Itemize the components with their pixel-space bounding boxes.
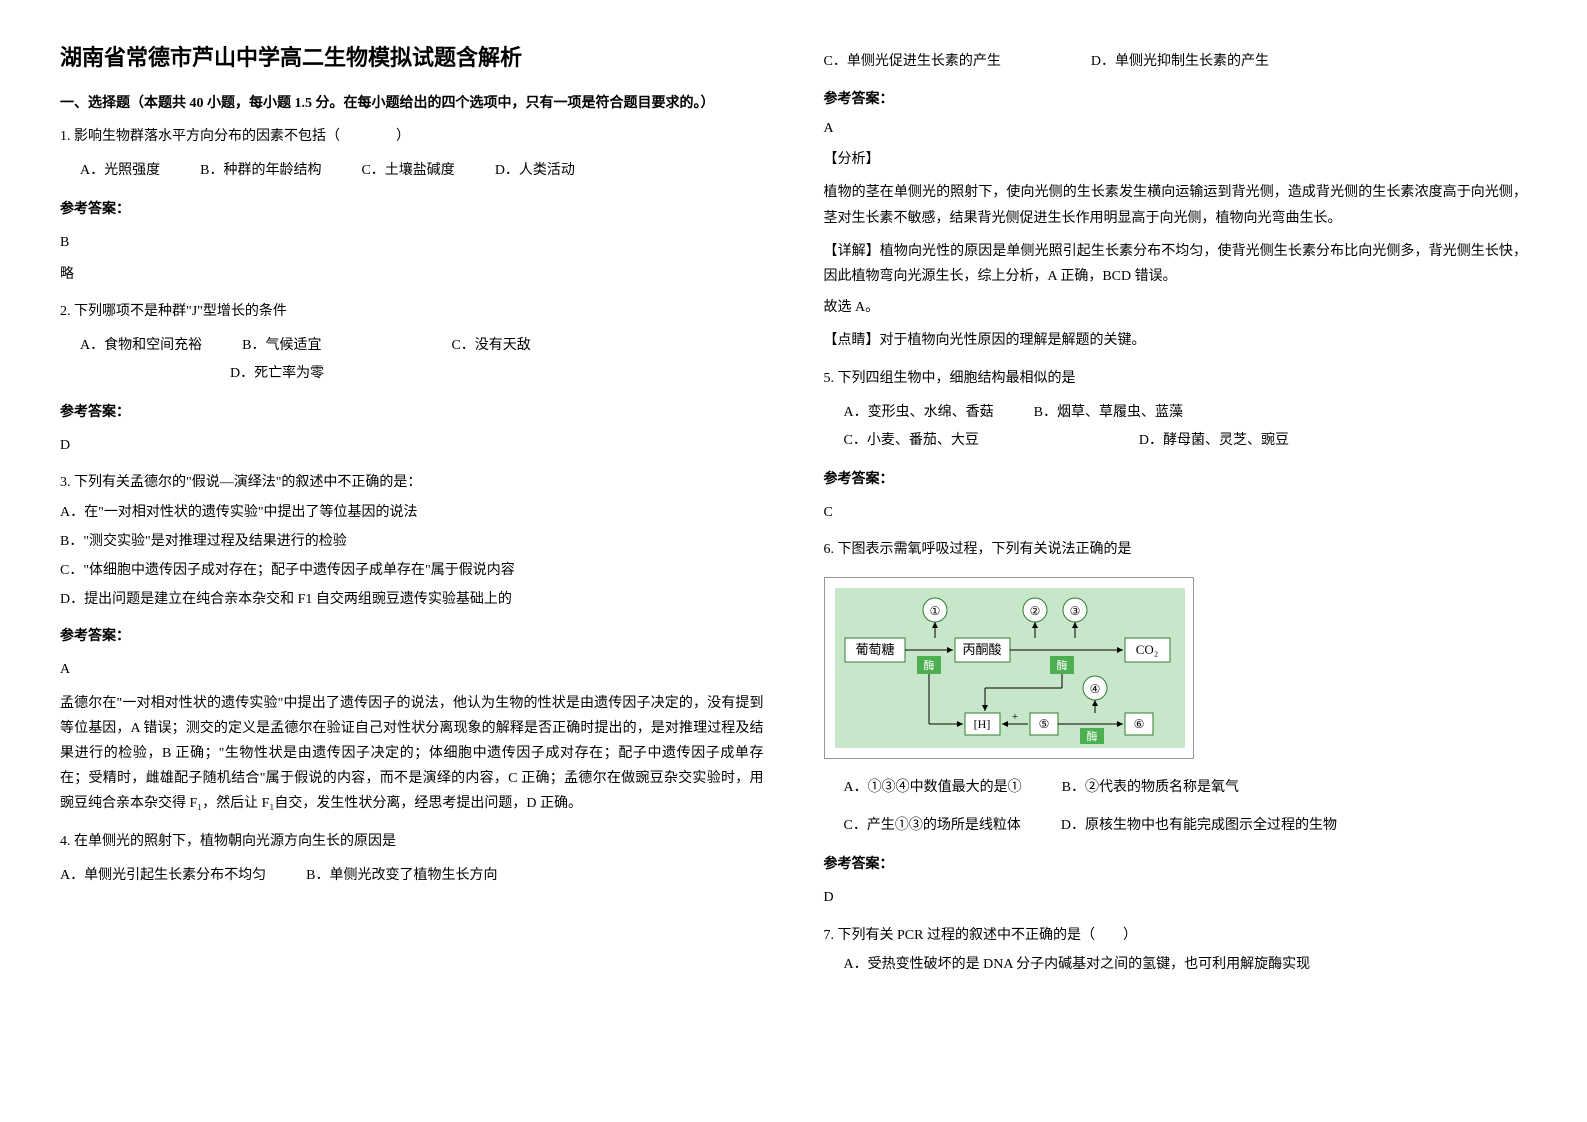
option-c: C．土壤盐碱度 bbox=[361, 157, 454, 185]
answer-value: B bbox=[60, 230, 764, 255]
options-row-2: C．产生①③的场所是线粒体 D．原核生物中也有能完成图示全过程的生物 bbox=[844, 812, 1528, 840]
question-1: 1. 影响生物群落水平方向分布的因素不包括（ ） A．光照强度 B．种群的年龄结… bbox=[60, 124, 764, 287]
h-label: [H] bbox=[973, 717, 990, 731]
option-b: B．"测交实验"是对推理过程及结果进行的检验 bbox=[60, 529, 764, 554]
document-title: 湖南省常德市芦山中学高二生物模拟试题含解析 bbox=[60, 40, 764, 72]
diagram-svg: ① ② ③ 葡萄糖 丙酮酸 CO₂ bbox=[835, 588, 1185, 748]
question-7: 7. 下列有关 PCR 过程的叙述中不正确的是（ ） A．受热变性破坏的是 DN… bbox=[824, 923, 1528, 977]
option-d: D．原核生物中也有能完成图示全过程的生物 bbox=[1061, 812, 1337, 840]
options: A．①③④中数值最大的是① B．②代表的物质名称是氧气 C．产生①③的场所是线粒… bbox=[824, 774, 1528, 840]
options-row-1: A．变形虫、水绵、香菇 B．烟草、草履虫、蓝藻 bbox=[844, 399, 1528, 427]
option-d: D．酵母菌、灵芝、豌豆 bbox=[1139, 427, 1289, 455]
question-3: 3. 下列有关孟德尔的"假说—演绎法"的叙述中不正确的是： A．在"一对相对性状… bbox=[60, 470, 764, 816]
options: A．食物和空间充裕 B．气候适宜 C．没有天敌 D．死亡率为零 bbox=[60, 332, 764, 388]
option-a: A．①③④中数值最大的是① bbox=[844, 774, 1022, 802]
option-d: D．人类活动 bbox=[495, 157, 575, 185]
circle-6-label: ⑥ bbox=[1133, 717, 1144, 731]
detail: 【详解】植物向光性的原因是单侧光照引起生长素分布不均匀，使背光侧生长素分布比向光… bbox=[824, 239, 1528, 289]
glucose-label: 葡萄糖 bbox=[855, 642, 894, 657]
answer-label: 参考答案： bbox=[824, 852, 1528, 877]
answer-value: D bbox=[824, 885, 1528, 910]
option-c: C．产生①③的场所是线粒体 bbox=[844, 812, 1021, 840]
explanation: 略 bbox=[60, 262, 764, 287]
option-d: D．死亡率为零 bbox=[230, 360, 324, 388]
detail-text: 植物向光性的原因是单侧光照引起生长素分布不均匀，使背光侧生长素分布比向光侧多，背… bbox=[824, 244, 1528, 284]
co2-label: CO₂ bbox=[1135, 642, 1158, 657]
answer-label: 参考答案： bbox=[60, 197, 764, 222]
question-text: 7. 下列有关 PCR 过程的叙述中不正确的是（ ） bbox=[824, 923, 1528, 948]
question-5: 5. 下列四组生物中，细胞结构最相似的是 A．变形虫、水绵、香菇 B．烟草、草履… bbox=[824, 366, 1528, 526]
option-a: A．单侧光引起生长素分布不均匀 bbox=[60, 862, 266, 890]
answer-label: 参考答案： bbox=[60, 400, 764, 425]
plus-label: + bbox=[1011, 711, 1017, 723]
options-row-1: A．①③④中数值最大的是① B．②代表的物质名称是氧气 bbox=[844, 774, 1528, 802]
answer-label: 参考答案： bbox=[824, 467, 1528, 492]
answer-value: D bbox=[60, 433, 764, 458]
option-a: A．食物和空间充裕 bbox=[80, 332, 202, 360]
circle-4-label: ④ bbox=[1089, 682, 1100, 696]
option-d: D．单侧光抑制生长素的产生 bbox=[1091, 48, 1269, 76]
analysis-label: 【分析】 bbox=[824, 147, 1528, 172]
right-column: C．单侧光促进生长素的产生 D．单侧光抑制生长素的产生 参考答案： A 【分析】… bbox=[824, 40, 1528, 977]
tip-label: 【点睛】 bbox=[824, 333, 880, 348]
circle-5-label: ⑤ bbox=[1038, 717, 1049, 731]
option-b: B．单侧光改变了植物生长方向 bbox=[306, 862, 497, 890]
option-c: C．"体细胞中遗传因子成对存在；配子中遗传因子成单存在"属于假说内容 bbox=[60, 558, 764, 583]
options-row: C．单侧光促进生长素的产生 D．单侧光抑制生长素的产生 bbox=[824, 48, 1528, 76]
options: A．光照强度 B．种群的年龄结构 C．土壤盐碱度 D．人类活动 bbox=[60, 157, 764, 185]
respiration-diagram: ① ② ③ 葡萄糖 丙酮酸 CO₂ bbox=[824, 577, 1194, 759]
options-row-2: C．小麦、番茄、大豆 D．酵母菌、灵芝、豌豆 bbox=[844, 427, 1528, 455]
question-text: 6. 下图表示需氧呼吸过程，下列有关说法正确的是 bbox=[824, 537, 1528, 562]
options-row-2: D．死亡率为零 bbox=[80, 360, 764, 388]
tip: 【点睛】对于植物向光性原因的理解是解题的关键。 bbox=[824, 328, 1528, 353]
enzyme-label: 酶 bbox=[1056, 659, 1067, 672]
option-c: C．单侧光促进生长素的产生 bbox=[824, 48, 1001, 76]
answer-label: 参考答案： bbox=[824, 88, 1528, 108]
option-a: A．在"一对相对性状的遗传实验"中提出了等位基因的说法 bbox=[60, 500, 764, 525]
section-header: 一、选择题（本题共 40 小题，每小题 1.5 分。在每小题给出的四个选项中，只… bbox=[60, 92, 764, 112]
pyruvate-label: 丙酮酸 bbox=[962, 642, 1001, 657]
options: A．单侧光引起生长素分布不均匀 B．单侧光改变了植物生长方向 bbox=[60, 862, 764, 890]
analysis: 植物的茎在单侧光的照射下，使向光侧的生长素发生横向运输运到背光侧，造成背光侧的生… bbox=[824, 180, 1528, 230]
options: C．单侧光促进生长素的产生 D．单侧光抑制生长素的产生 bbox=[824, 48, 1528, 76]
option-c: C．小麦、番茄、大豆 bbox=[844, 427, 979, 455]
options-row: A．单侧光引起生长素分布不均匀 B．单侧光改变了植物生长方向 bbox=[60, 862, 764, 890]
question-6: 6. 下图表示需氧呼吸过程，下列有关说法正确的是 ① ② ③ bbox=[824, 537, 1528, 911]
option-c: C．没有天敌 bbox=[451, 332, 530, 360]
tip-text: 对于植物向光性原因的理解是解题的关键。 bbox=[880, 333, 1146, 348]
option-a: A．光照强度 bbox=[80, 157, 160, 185]
option-b: B．②代表的物质名称是氧气 bbox=[1062, 774, 1239, 802]
options: A．变形虫、水绵、香菇 B．烟草、草履虫、蓝藻 C．小麦、番茄、大豆 D．酵母菌… bbox=[824, 399, 1528, 455]
answer-value: C bbox=[824, 500, 1528, 525]
option-b: B．烟草、草履虫、蓝藻 bbox=[1034, 399, 1183, 427]
detail-label: 【详解】 bbox=[824, 244, 880, 259]
explanation: 孟德尔在"一对相对性状的遗传实验"中提出了遗传因子的说法，他认为生物的性状是由遗… bbox=[60, 691, 764, 817]
conclusion: 故选 A。 bbox=[824, 295, 1528, 320]
option-b: B．种群的年龄结构 bbox=[200, 157, 321, 185]
circle-2-label: ② bbox=[1029, 604, 1040, 618]
enzyme-label: 酶 bbox=[1086, 730, 1097, 743]
question-text: 2. 下列哪项不是种群"J"型增长的条件 bbox=[60, 299, 764, 324]
question-2: 2. 下列哪项不是种群"J"型增长的条件 A．食物和空间充裕 B．气候适宜 C．… bbox=[60, 299, 764, 459]
answer-label: 参考答案： bbox=[60, 624, 764, 649]
answer-value: A bbox=[60, 657, 764, 682]
circle-3-label: ③ bbox=[1069, 604, 1080, 618]
left-column: 湖南省常德市芦山中学高二生物模拟试题含解析 一、选择题（本题共 40 小题，每小… bbox=[60, 40, 764, 977]
circle-1-label: ① bbox=[929, 604, 940, 618]
question-4-part1: 4. 在单侧光的照射下，植物朝向光源方向生长的原因是 A．单侧光引起生长素分布不… bbox=[60, 829, 764, 890]
options-row-1: A．食物和空间充裕 B．气候适宜 C．没有天敌 bbox=[80, 332, 764, 360]
question-text: 4. 在单侧光的照射下，植物朝向光源方向生长的原因是 bbox=[60, 829, 764, 854]
option-d: D．提出问题是建立在纯合亲本杂交和 F1 自交两组豌豆遗传实验基础上的 bbox=[60, 587, 764, 612]
option-b: B．气候适宜 bbox=[242, 332, 321, 360]
question-text: 1. 影响生物群落水平方向分布的因素不包括（ ） bbox=[60, 124, 764, 149]
option-a: A．变形虫、水绵、香菇 bbox=[844, 399, 994, 427]
question-text: 5. 下列四组生物中，细胞结构最相似的是 bbox=[824, 366, 1528, 391]
question-text: 3. 下列有关孟德尔的"假说—演绎法"的叙述中不正确的是： bbox=[60, 470, 764, 495]
option-a: A．受热变性破坏的是 DNA 分子内碱基对之间的氢键，也可利用解旋酶实现 bbox=[824, 952, 1528, 977]
enzyme-label: 酶 bbox=[923, 659, 934, 672]
question-4-part2: C．单侧光促进生长素的产生 D．单侧光抑制生长素的产生 参考答案： A 【分析】… bbox=[824, 48, 1528, 354]
answer-value: A bbox=[824, 116, 1528, 141]
options-row: A．光照强度 B．种群的年龄结构 C．土壤盐碱度 D．人类活动 bbox=[80, 157, 764, 185]
